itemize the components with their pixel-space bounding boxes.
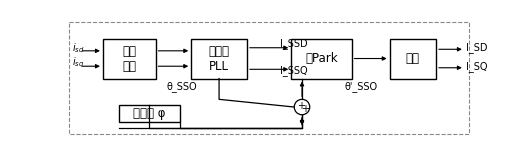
Text: 反Park: 反Park bbox=[305, 52, 338, 65]
Text: 锁相环
PLL: 锁相环 PLL bbox=[208, 45, 229, 73]
Text: $i_{sd}$: $i_{sd}$ bbox=[72, 41, 85, 55]
Text: 补偿角 φ: 补偿角 φ bbox=[133, 107, 165, 120]
Text: I_SD: I_SD bbox=[466, 42, 488, 53]
Text: 限幅: 限幅 bbox=[406, 52, 420, 65]
Text: I_SSD: I_SSD bbox=[280, 38, 308, 49]
Text: θ'_SSO: θ'_SSO bbox=[344, 81, 378, 92]
Text: I_SQ: I_SQ bbox=[466, 61, 488, 72]
Bar bbox=[291, 38, 352, 79]
Bar bbox=[390, 38, 436, 79]
Text: $i_{sq}$: $i_{sq}$ bbox=[72, 56, 84, 70]
Text: +: + bbox=[301, 104, 309, 114]
Text: θ_SSO: θ_SSO bbox=[166, 81, 197, 92]
Bar bbox=[191, 38, 247, 79]
Text: I_SSQ: I_SSQ bbox=[280, 65, 308, 75]
Bar bbox=[119, 105, 180, 122]
Bar bbox=[103, 38, 155, 79]
Text: +: + bbox=[297, 101, 305, 111]
Text: 高通
滤波: 高通 滤波 bbox=[122, 45, 136, 73]
